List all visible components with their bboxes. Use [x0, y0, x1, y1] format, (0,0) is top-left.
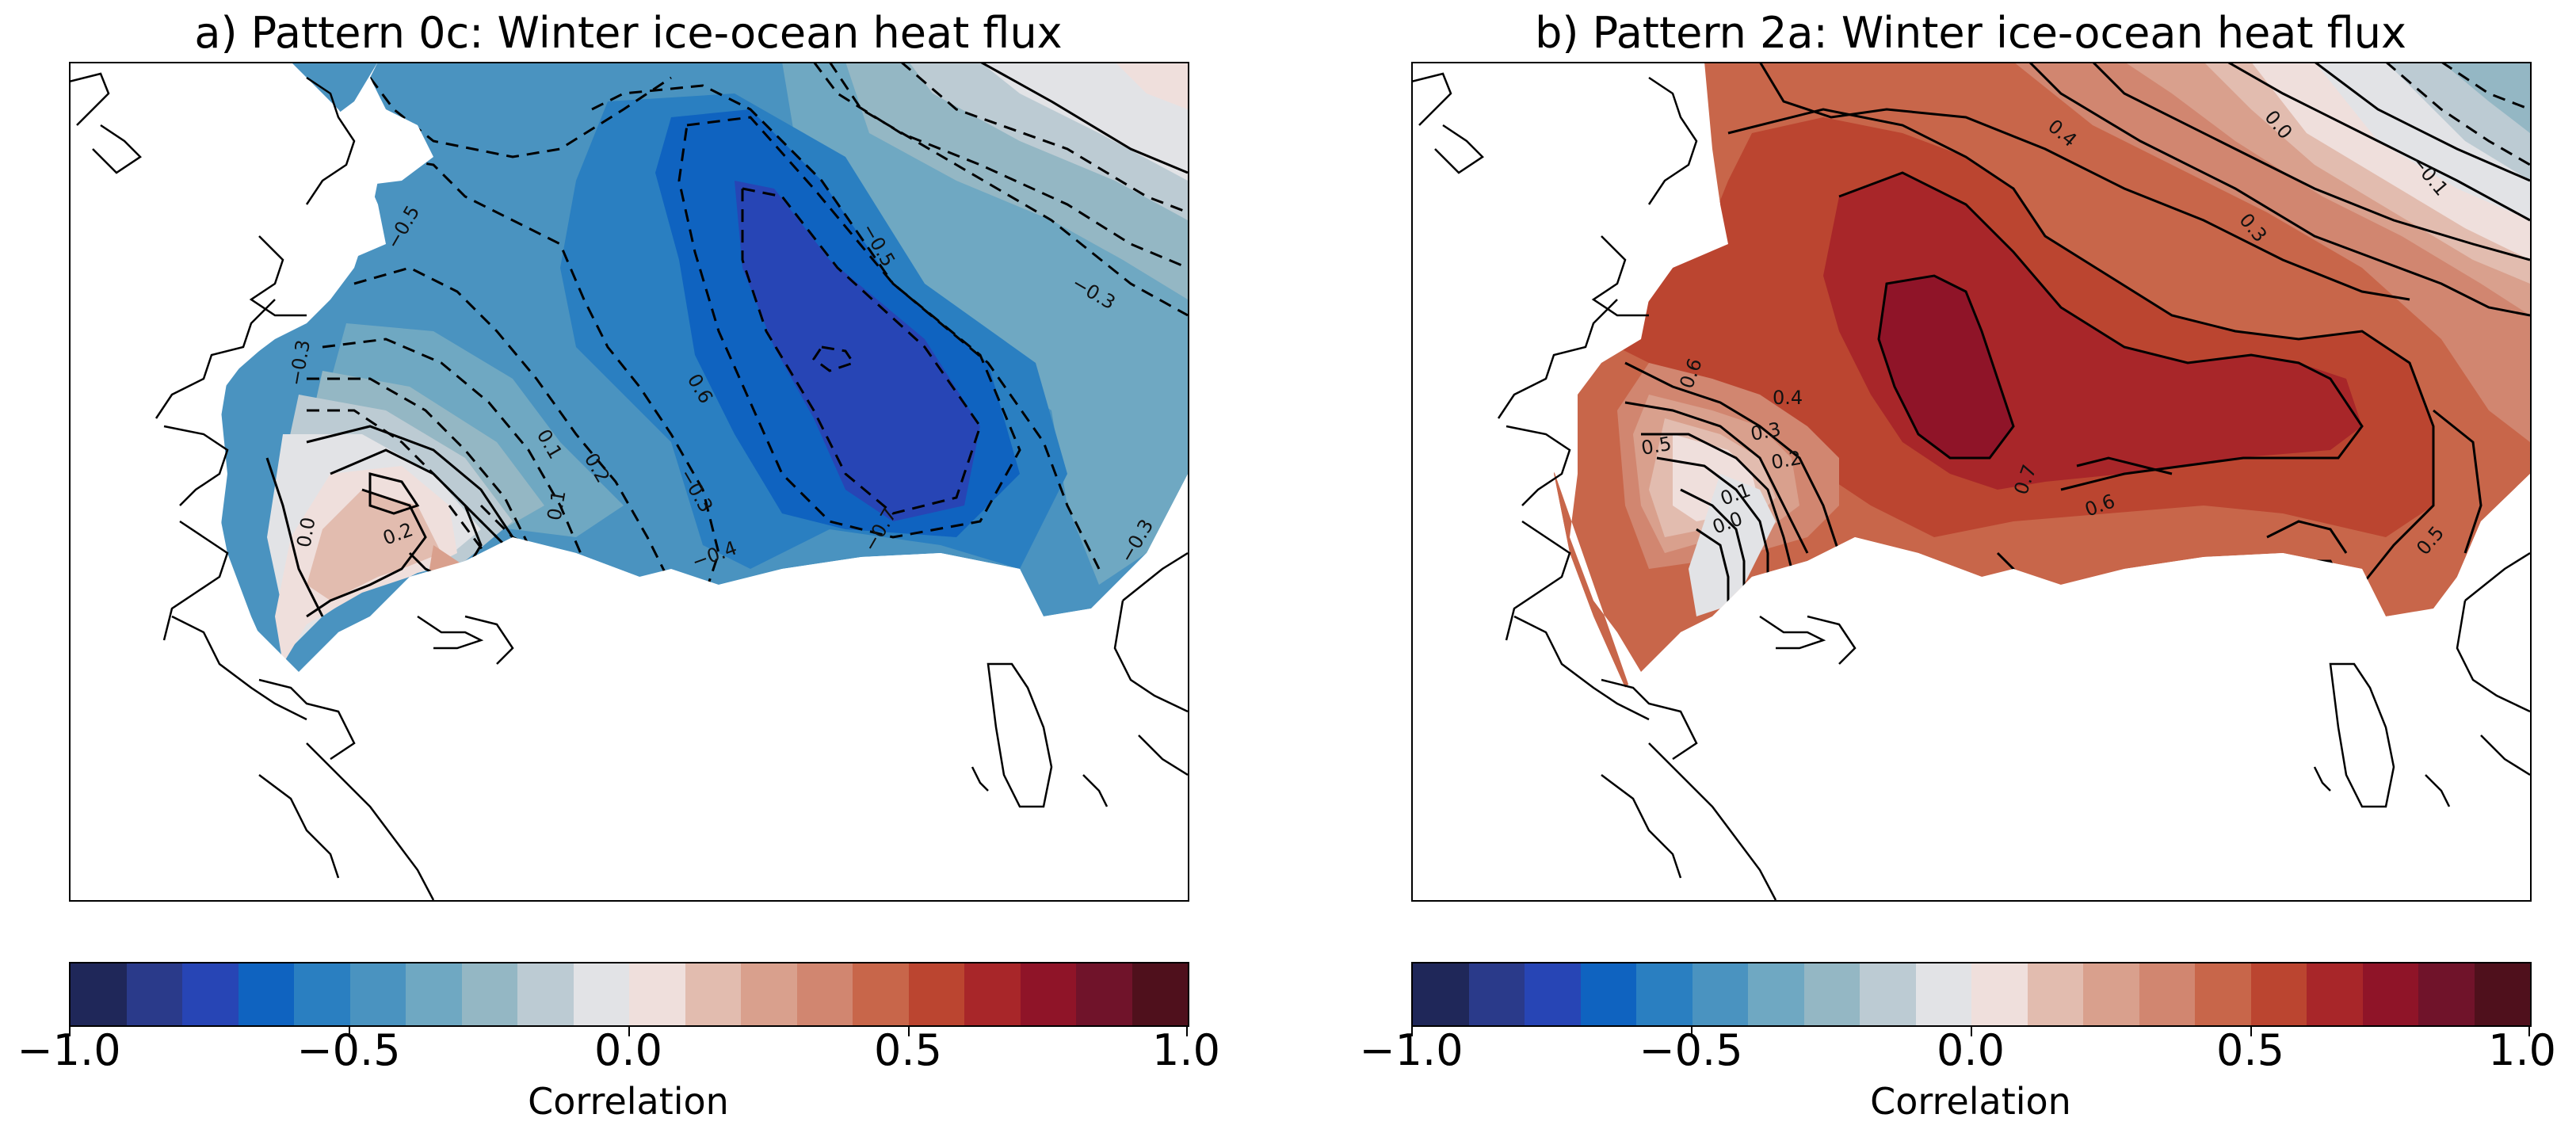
cbar-tick: [908, 1025, 910, 1036]
colorbar-bin: [461, 963, 517, 1025]
colorbar-bin: [1076, 963, 1132, 1025]
panel-b-map: 0.4 0.0 −0.1 0.3 0.6 0.4 0.5 0.3 0.2 0.1…: [1411, 62, 2530, 900]
panel-b-field: 0.4 0.0 −0.1 0.3 0.6 0.4 0.5 0.3 0.2 0.1…: [1411, 62, 2530, 900]
colorbar-bin: [182, 963, 239, 1025]
colorbar-bin: [2418, 963, 2475, 1025]
colorbar-bin: [71, 963, 127, 1025]
colorbar-label: Correlation: [1870, 1080, 2071, 1123]
colorbar-bin: [126, 963, 182, 1025]
colorbar-tick-label: −0.5: [296, 1025, 401, 1075]
colorbar-bin: [685, 963, 741, 1025]
colorbar-bin: [908, 963, 964, 1025]
colorbar-bin: [2139, 963, 2195, 1025]
colorbar-bin: [741, 963, 797, 1025]
field-region-peak: [1879, 276, 2013, 458]
cbar-tick: [349, 1025, 350, 1036]
colorbar-bin: [964, 963, 1021, 1025]
cbar-tick: [2250, 1025, 2252, 1036]
panel-b-colorbar: [1411, 962, 2532, 1027]
cbar-tick: [1186, 1025, 1188, 1036]
contour-label: 0.1: [543, 489, 570, 522]
field-region-min: [735, 181, 980, 521]
colorbar-bin: [2195, 963, 2251, 1025]
cbar-tick: [1411, 1025, 1413, 1036]
colorbar-bin: [1971, 963, 2028, 1025]
colorbar-bin: [796, 963, 853, 1025]
contour-label: 0.2: [1769, 447, 1803, 474]
colorbar-bin: [1915, 963, 1971, 1025]
land-mask: [1411, 62, 2530, 900]
colorbar-bin: [1636, 963, 1693, 1025]
colorbar-tick-label: 0.0: [594, 1025, 662, 1075]
colorbar-bin: [853, 963, 909, 1025]
colorbar-tick-label: 1.0: [1152, 1025, 1220, 1075]
contour-label: 0.5: [1639, 433, 1673, 460]
colorbar-tick-label: −1.0: [1359, 1025, 1464, 1075]
colorbar-tick-label: 0.0: [1937, 1025, 2005, 1075]
colorbar-bin: [1525, 963, 1581, 1025]
colorbar-bin: [1413, 963, 1469, 1025]
contour-label: 0.0: [292, 516, 319, 549]
field-region-ne-5: [1115, 62, 1188, 109]
colorbar-bin: [1020, 963, 1076, 1025]
colorbar-bin: [629, 963, 685, 1025]
colorbar-bin: [2083, 963, 2139, 1025]
colorbar-bin: [238, 963, 294, 1025]
panel-b-title: b) Pattern 2a: Winter ice-ocean heat flu…: [1535, 8, 2406, 58]
colorbar-tick-label: 0.5: [874, 1025, 942, 1075]
colorbar-bin: [1860, 963, 1916, 1025]
panel-a-field: −0.5 −0.3 −0.3 0.1 0.2 0.6 −0.3 −0.7 −0.…: [69, 62, 1188, 900]
panel-a-title: a) Pattern 0c: Winter ice-ocean heat flu…: [194, 8, 1063, 58]
cbar-tick: [1971, 1025, 1972, 1036]
colorbar-bin: [1468, 963, 1525, 1025]
colorbar-bin: [1748, 963, 1804, 1025]
colorbar-bin: [1580, 963, 1636, 1025]
colorbar-bin: [1803, 963, 1860, 1025]
coastlines: [69, 72, 1188, 900]
panel-a-map: −0.5 −0.3 −0.3 0.1 0.2 0.6 −0.3 −0.7 −0.…: [69, 62, 1188, 900]
contour-label: 0.3: [1749, 418, 1782, 445]
colorbar-tick-label: 1.0: [2488, 1025, 2556, 1075]
cbar-tick: [2528, 1025, 2530, 1036]
colorbar-bin: [2474, 963, 2530, 1025]
cbar-tick: [69, 1025, 71, 1036]
colorbar-bin: [1132, 963, 1188, 1025]
field-region-ne-7: [2441, 62, 2530, 133]
colorbar-tick-label: −0.5: [1639, 1025, 1743, 1075]
colorbar-label: Correlation: [528, 1080, 729, 1123]
colorbar-bin: [2307, 963, 2363, 1025]
colorbar-bin: [294, 963, 350, 1025]
colorbar-bin: [406, 963, 462, 1025]
coastlines: [1411, 72, 2530, 900]
field-region-warm-2: [307, 490, 441, 601]
colorbar-bin: [2362, 963, 2418, 1025]
cbar-tick: [628, 1025, 630, 1036]
colorbar-bin: [2250, 963, 2307, 1025]
colorbar-tick-label: 0.5: [2216, 1025, 2284, 1075]
negative-contours: [2385, 62, 2530, 166]
field-region-west-5: [1689, 474, 1776, 616]
contour-label: 0.4: [1773, 387, 1803, 409]
colorbar-bin: [1692, 963, 1748, 1025]
colorbar-bin: [2027, 963, 2083, 1025]
colorbar-bin: [573, 963, 629, 1025]
panel-a-colorbar: [69, 962, 1189, 1027]
colorbar-tick-label: −1.0: [17, 1025, 121, 1075]
cbar-tick: [1691, 1025, 1693, 1036]
colorbar-bin: [517, 963, 574, 1025]
land-mask: [69, 62, 1188, 900]
colorbar-bin: [349, 963, 406, 1025]
